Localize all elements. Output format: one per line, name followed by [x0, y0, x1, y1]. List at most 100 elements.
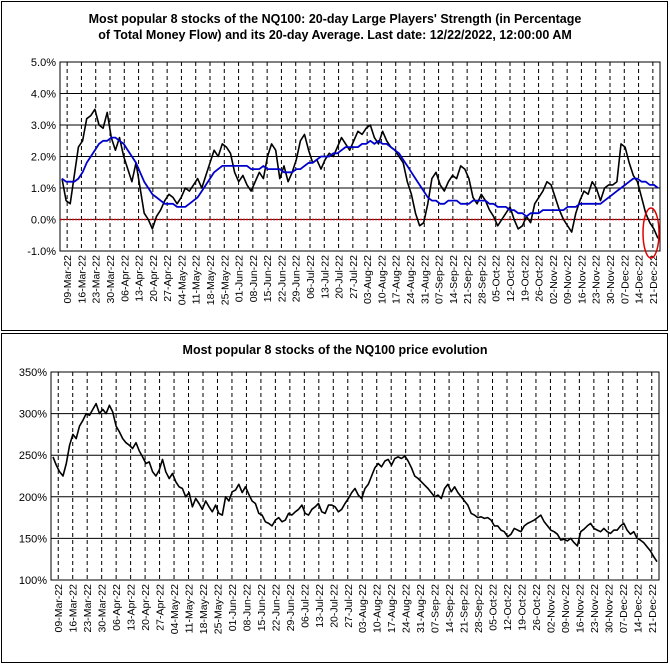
- x-tick-label: 21-Dec-22: [648, 255, 660, 304]
- x-tick-label: 20-Apr-22: [148, 255, 160, 302]
- x-tick-label: 09-Nov-22: [562, 255, 574, 304]
- x-tick-label: 12-Oct-22: [505, 255, 517, 302]
- x-tick-label: 10-Aug-22: [376, 255, 388, 304]
- x-tick-label: 30-Nov-22: [605, 255, 617, 304]
- y-tick-label: 100%: [19, 575, 47, 587]
- x-tick-label: 16-Mar-22: [76, 255, 88, 304]
- x-tick-label: 02-Nov-22: [545, 584, 557, 633]
- x-tick-label: 21-Sep-22: [459, 584, 471, 633]
- price-chart: Most popular 8 stocks of the NQ100 price…: [19, 343, 660, 634]
- x-tick-label: 15-Jun-22: [256, 584, 268, 631]
- x-tick-label: 05-Oct-22: [491, 255, 503, 302]
- x-tick-label: 03-Aug-22: [362, 255, 374, 304]
- x-tick-label: 09-Mar-22: [53, 584, 65, 633]
- x-tick-label: 28-Sep-22: [476, 255, 488, 304]
- x-tick-label: 21-Sep-22: [462, 255, 474, 304]
- chart-title: Most popular 8 stocks of the NQ100 price…: [183, 343, 488, 357]
- x-tick-label: 16-Nov-22: [576, 255, 588, 304]
- x-tick-label: 24-Aug-22: [401, 584, 413, 633]
- x-tick-label: 20-Jul-22: [328, 584, 340, 628]
- x-tick-label: 22-Jun-22: [276, 255, 288, 302]
- x-tick-label: 07-Dec-22: [618, 584, 630, 633]
- x-tick-label: 19-Oct-22: [519, 255, 531, 302]
- x-tick-label: 04-May-22: [176, 255, 188, 305]
- series-line-2: [61, 136, 659, 218]
- bottom-chart-panel: Most popular 8 stocks of the NQ100 price…: [1, 333, 668, 663]
- x-tick-label: 26-Oct-22: [534, 255, 546, 302]
- y-tick-label: 300%: [19, 409, 47, 421]
- x-tick-label: 27-Apr-22: [155, 584, 167, 631]
- x-tick-label: 17-Aug-22: [391, 255, 403, 304]
- x-tick-label: 09-Mar-22: [62, 255, 74, 304]
- series-line-1: [61, 108, 659, 239]
- x-tick-label: 11-May-22: [191, 255, 203, 305]
- y-tick-label: 4.0%: [31, 89, 56, 101]
- y-tick-label: 250%: [19, 450, 47, 462]
- x-tick-label: 30-Mar-22: [105, 255, 117, 304]
- x-tick-label: 27-Apr-22: [162, 255, 174, 302]
- x-tick-label: 10-Aug-22: [372, 584, 384, 633]
- x-tick-label: 07-Sep-22: [434, 255, 446, 304]
- x-tick-label: 26-Oct-22: [531, 584, 543, 631]
- x-tick-label: 19-Oct-22: [516, 584, 528, 631]
- x-tick-label: 18-May-22: [205, 255, 217, 305]
- x-tick-label: 16-Mar-22: [68, 584, 80, 633]
- plot-frame: [50, 371, 660, 581]
- x-tick-label: 13-Apr-22: [126, 584, 138, 631]
- x-tick-label: 14-Dec-22: [632, 584, 644, 633]
- x-tick-label: 23-Mar-22: [82, 584, 94, 633]
- chart-title-line1: Most popular 8 stocks of the NQ100: 20-d…: [89, 12, 582, 26]
- x-tick-label: 31-Aug-22: [415, 584, 427, 633]
- y-tick-label: -1.0%: [27, 246, 56, 258]
- x-tick-label: 14-Dec-22: [634, 255, 646, 304]
- highlight-circle: [642, 207, 660, 259]
- x-tick-label: 31-Aug-22: [419, 255, 431, 304]
- x-tick-label: 27-Jul-22: [348, 255, 360, 299]
- x-tick-label: 28-Sep-22: [473, 584, 485, 633]
- chart-title-line2: of Total Money Flow) and its 20-day Aver…: [98, 28, 572, 42]
- x-tick-label: 13-Apr-22: [134, 255, 146, 302]
- x-tick-label: 11-May-22: [184, 584, 196, 634]
- y-tick-label: 200%: [19, 492, 47, 504]
- x-tick-label: 30-Mar-22: [97, 584, 109, 633]
- y-tick-label: 150%: [19, 533, 47, 545]
- x-tick-label: 06-Apr-22: [111, 584, 123, 631]
- x-tick-label: 17-Aug-22: [386, 584, 398, 633]
- y-tick-label: 350%: [19, 367, 47, 379]
- x-tick-label: 27-Jul-22: [343, 584, 355, 628]
- y-tick-label: 1.0%: [31, 183, 56, 195]
- series-line-1: [52, 402, 658, 563]
- x-tick-label: 23-Nov-22: [591, 255, 603, 304]
- x-tick-label: 29-Jun-22: [285, 584, 297, 631]
- x-tick-label: 01-Jun-22: [234, 255, 246, 302]
- x-tick-label: 30-Nov-22: [603, 584, 615, 633]
- y-tick-label: 5.0%: [31, 57, 56, 69]
- x-tick-label: 16-Nov-22: [574, 584, 586, 633]
- x-tick-label: 14-Sep-22: [448, 255, 460, 304]
- top-chart-panel: Most popular 8 stocks of the NQ100: 20-d…: [1, 1, 668, 331]
- x-tick-label: 21-Dec-22: [647, 584, 659, 633]
- y-tick-label: 0.0%: [31, 215, 56, 227]
- x-tick-label: 24-Aug-22: [405, 255, 417, 304]
- x-tick-label: 02-Nov-22: [548, 255, 560, 304]
- y-tick-label: 2.0%: [31, 152, 56, 164]
- x-tick-label: 08-Jun-22: [248, 255, 260, 302]
- x-tick-label: 12-Oct-22: [502, 584, 514, 631]
- strength-chart: Most popular 8 stocks of the NQ100: 20-d…: [27, 12, 661, 305]
- x-tick-label: 03-Aug-22: [357, 584, 369, 633]
- x-tick-label: 23-Mar-22: [91, 255, 103, 304]
- x-tick-label: 13-Jul-22: [314, 584, 326, 628]
- x-tick-label: 18-May-22: [198, 584, 210, 634]
- x-tick-label: 07-Sep-22: [430, 584, 442, 633]
- x-tick-label: 08-Jun-22: [241, 584, 253, 631]
- y-tick-label: 3.0%: [31, 120, 56, 132]
- x-tick-label: 05-Oct-22: [488, 584, 500, 631]
- x-tick-label: 14-Sep-22: [444, 584, 456, 633]
- x-tick-label: 25-May-22: [219, 255, 231, 305]
- x-tick-label: 29-Jun-22: [291, 255, 303, 302]
- x-tick-label: 04-May-22: [169, 584, 181, 634]
- x-tick-label: 06-Jul-22: [305, 255, 317, 299]
- x-tick-label: 13-Jul-22: [319, 255, 331, 299]
- x-tick-label: 01-Jun-22: [227, 584, 239, 631]
- x-tick-label: 06-Jul-22: [299, 584, 311, 628]
